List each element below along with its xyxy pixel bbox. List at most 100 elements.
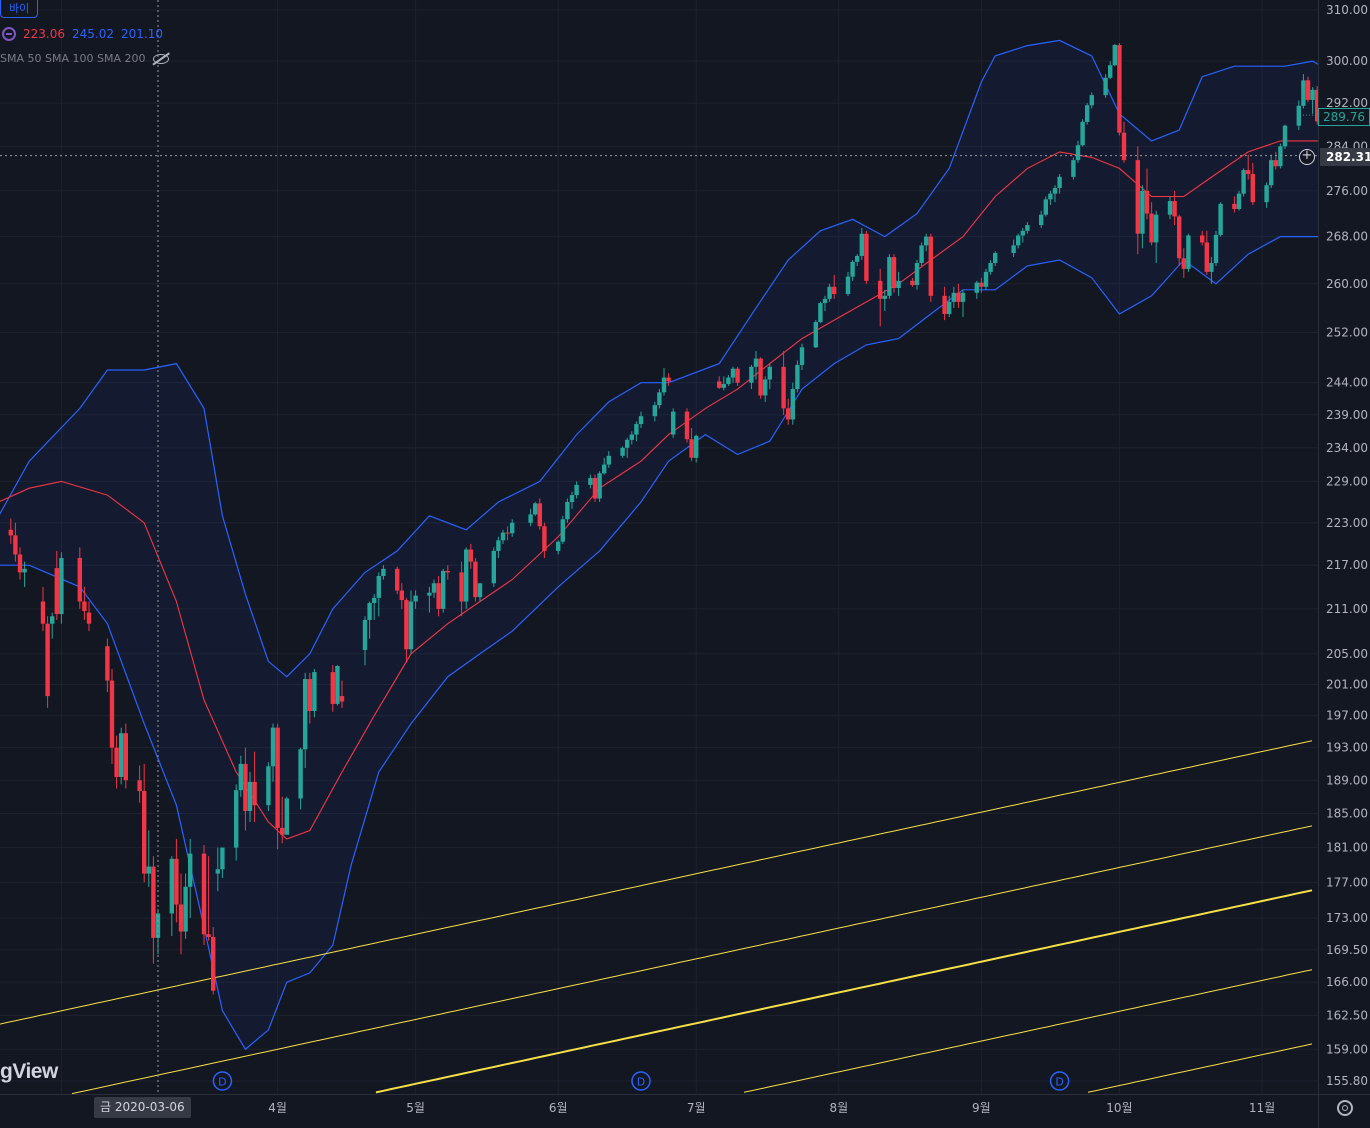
candle-body bbox=[146, 866, 151, 874]
candle-body bbox=[1011, 245, 1016, 253]
candle bbox=[339, 680, 345, 708]
candle bbox=[1172, 190, 1177, 226]
candle-body bbox=[625, 439, 630, 448]
fibonacci-channel[interactable] bbox=[0, 740, 1313, 1095]
candle bbox=[13, 522, 18, 562]
candle-body bbox=[556, 541, 561, 551]
candle-body bbox=[1236, 193, 1242, 209]
time-axis[interactable]: 4월 5월 6월 7월 8월 9월 10월 11월 bbox=[268, 1101, 1275, 1115]
candle-body bbox=[1121, 132, 1127, 161]
x-tick-label: 4월 bbox=[268, 1101, 287, 1115]
y-tick-label: 211.00 bbox=[1326, 602, 1368, 616]
candle-body bbox=[404, 600, 409, 650]
candle-body bbox=[790, 389, 795, 420]
candle-body bbox=[730, 368, 736, 378]
candle-body bbox=[799, 347, 805, 365]
fib-channel-line[interactable] bbox=[0, 740, 1313, 1025]
candle bbox=[569, 491, 575, 509]
bollinger-band-lines bbox=[0, 39, 1332, 1051]
candle-body bbox=[1213, 234, 1219, 263]
candle bbox=[629, 431, 634, 445]
fib-channel-line[interactable] bbox=[1087, 1043, 1313, 1093]
bollinger-legend[interactable]: 223.06 245.02 201.10 bbox=[2, 27, 163, 41]
candle bbox=[1135, 146, 1140, 255]
candle-body bbox=[661, 377, 667, 393]
x-tick-label: 6월 bbox=[549, 1101, 568, 1115]
y-tick-label: 229.00 bbox=[1326, 474, 1368, 488]
candle-body bbox=[372, 597, 377, 603]
candle-body bbox=[813, 321, 818, 348]
candle-body bbox=[413, 595, 418, 602]
candle-body bbox=[312, 672, 317, 711]
candle-body bbox=[859, 233, 864, 256]
x-tick-label: 11월 bbox=[1249, 1101, 1275, 1115]
dividend-marker[interactable]: D bbox=[631, 1071, 651, 1091]
y-tick-label: 205.00 bbox=[1326, 647, 1368, 661]
candle-body bbox=[749, 366, 754, 383]
indicator-settings-icon[interactable] bbox=[2, 27, 16, 41]
candle-body bbox=[887, 257, 892, 296]
dividend-circle[interactable] bbox=[212, 1071, 233, 1091]
candle-body bbox=[850, 261, 855, 277]
candle bbox=[565, 498, 570, 523]
sma-legend[interactable]: SMA 50 SMA 100 SMA 200 bbox=[0, 52, 170, 65]
candle bbox=[910, 277, 915, 287]
candle bbox=[988, 260, 993, 275]
candle-body bbox=[533, 503, 538, 515]
dividend-circle[interactable] bbox=[1049, 1071, 1070, 1091]
eye-hidden-icon[interactable] bbox=[153, 53, 170, 64]
candle-body bbox=[795, 364, 800, 390]
candle bbox=[201, 845, 207, 946]
candle-body bbox=[1218, 203, 1223, 235]
candle-body bbox=[1186, 235, 1191, 269]
candle-body bbox=[395, 568, 400, 591]
candle-body bbox=[1232, 203, 1237, 209]
candle-body bbox=[1315, 89, 1320, 122]
candle-body bbox=[1296, 105, 1301, 126]
add-alert-plus-icon[interactable]: + bbox=[1299, 149, 1315, 165]
price-axis[interactable]: 310.00300.00292.00284.00276.00268.00260.… bbox=[1326, 3, 1368, 1088]
candle bbox=[947, 295, 952, 318]
candle-body bbox=[1149, 213, 1154, 243]
dividend-circle[interactable] bbox=[631, 1071, 651, 1091]
bollinger-band-fill bbox=[0, 40, 1331, 1050]
candle-body bbox=[638, 416, 644, 425]
candle bbox=[1218, 202, 1223, 237]
candle bbox=[864, 230, 869, 284]
candle bbox=[979, 277, 984, 293]
candle bbox=[1181, 248, 1186, 278]
candle-body bbox=[114, 747, 119, 777]
candle-body bbox=[993, 252, 998, 263]
fib-channel-line[interactable] bbox=[743, 969, 1313, 1093]
candle-body bbox=[17, 554, 23, 573]
candle-body bbox=[105, 646, 110, 681]
candle bbox=[146, 830, 151, 887]
candle bbox=[220, 847, 225, 878]
dividend-marker[interactable]: D bbox=[1049, 1071, 1070, 1091]
candle bbox=[82, 586, 87, 620]
candle bbox=[500, 529, 506, 544]
dividend-label: D bbox=[218, 1076, 226, 1089]
fib-channel-line[interactable] bbox=[375, 889, 1313, 1094]
candle-body bbox=[974, 282, 979, 293]
settings-gear-icon[interactable] bbox=[1337, 1100, 1353, 1116]
candle-body bbox=[786, 408, 791, 420]
candle-body bbox=[1154, 214, 1159, 243]
y-tick-label: 166.00 bbox=[1326, 975, 1368, 989]
candle-body bbox=[441, 570, 446, 609]
candle bbox=[1020, 227, 1025, 243]
dividend-marker[interactable]: D bbox=[212, 1071, 233, 1091]
fib-channel-line[interactable] bbox=[71, 825, 1313, 1095]
buy-button[interactable]: 바이 bbox=[0, 0, 39, 18]
candle-body bbox=[339, 696, 345, 702]
y-tick-label: 185.00 bbox=[1326, 807, 1368, 821]
candle bbox=[1241, 168, 1246, 197]
candle bbox=[896, 271, 901, 296]
candle bbox=[395, 566, 400, 595]
candle bbox=[169, 856, 174, 937]
x-tick-label: 5월 bbox=[406, 1101, 425, 1115]
candle-body bbox=[864, 233, 869, 281]
candle-body bbox=[634, 424, 639, 435]
